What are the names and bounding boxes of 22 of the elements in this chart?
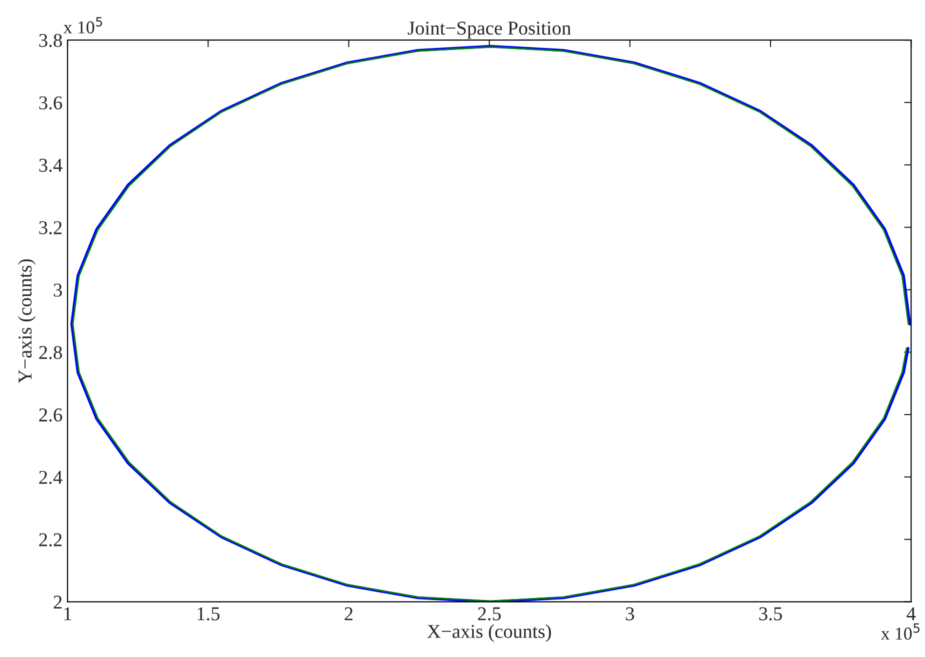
y-tick-label: 3.2 xyxy=(39,221,62,234)
y-tick-label: 2 xyxy=(54,596,62,609)
y-tick-label: 3.6 xyxy=(39,96,62,110)
x-axis-title: X−axis (counts) xyxy=(427,624,551,642)
y-tick-label: 2.2 xyxy=(39,533,62,546)
chart-title: Joint−Space Position xyxy=(408,22,571,39)
x-tick-label: 3.5 xyxy=(759,607,782,620)
x-tick-label: 2 xyxy=(344,607,353,620)
x-tick-label: 4 xyxy=(906,607,916,620)
y-tick-label: 3.8 xyxy=(39,34,62,48)
y-tick-label: 2.4 xyxy=(39,470,62,484)
y-tick-label: 2.8 xyxy=(39,346,62,360)
y-tick-label: 3 xyxy=(54,284,62,297)
y-tick-label: 3.4 xyxy=(39,158,62,172)
x-tick-label: 1 xyxy=(64,607,72,620)
x-tick-label: 2.5 xyxy=(478,607,501,620)
x-tick-label: 1.5 xyxy=(198,607,220,620)
text: x 10$^{5}$ xyxy=(63,17,102,34)
text: x 10$^{5}$ xyxy=(880,623,920,640)
y-axis-title: Y−axis (counts) xyxy=(18,259,36,384)
y-tick-label: 2.6 xyxy=(39,408,62,422)
x-tick-label: 3 xyxy=(626,607,634,620)
